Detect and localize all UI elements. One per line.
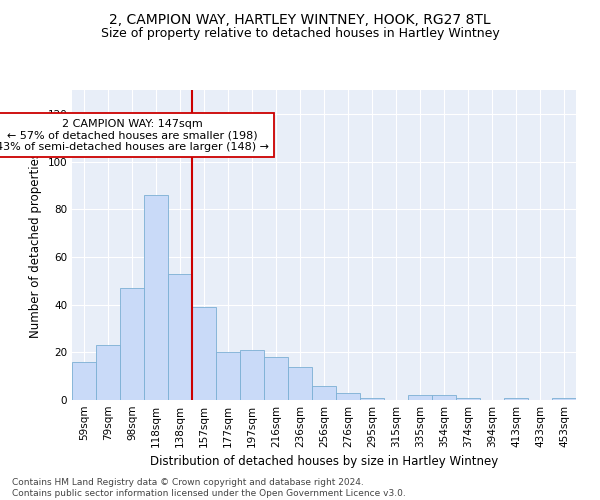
Text: 2 CAMPION WAY: 147sqm
← 57% of detached houses are smaller (198)
43% of semi-det: 2 CAMPION WAY: 147sqm ← 57% of detached … bbox=[0, 118, 269, 152]
Bar bbox=[456, 398, 480, 400]
Bar bbox=[288, 366, 312, 400]
Bar bbox=[168, 274, 192, 400]
Bar bbox=[312, 386, 336, 400]
Bar bbox=[552, 398, 576, 400]
Bar bbox=[96, 345, 120, 400]
Bar bbox=[504, 398, 528, 400]
Bar bbox=[264, 357, 288, 400]
X-axis label: Distribution of detached houses by size in Hartley Wintney: Distribution of detached houses by size … bbox=[150, 456, 498, 468]
Bar bbox=[216, 352, 240, 400]
Bar bbox=[192, 307, 216, 400]
Bar bbox=[336, 393, 360, 400]
Bar bbox=[120, 288, 144, 400]
Text: 2, CAMPION WAY, HARTLEY WINTNEY, HOOK, RG27 8TL: 2, CAMPION WAY, HARTLEY WINTNEY, HOOK, R… bbox=[109, 12, 491, 26]
Bar bbox=[240, 350, 264, 400]
Bar bbox=[72, 362, 96, 400]
Bar bbox=[144, 195, 168, 400]
Y-axis label: Number of detached properties: Number of detached properties bbox=[29, 152, 42, 338]
Text: Contains HM Land Registry data © Crown copyright and database right 2024.
Contai: Contains HM Land Registry data © Crown c… bbox=[12, 478, 406, 498]
Text: Size of property relative to detached houses in Hartley Wintney: Size of property relative to detached ho… bbox=[101, 28, 499, 40]
Bar bbox=[360, 398, 384, 400]
Bar bbox=[408, 395, 432, 400]
Bar bbox=[432, 395, 456, 400]
